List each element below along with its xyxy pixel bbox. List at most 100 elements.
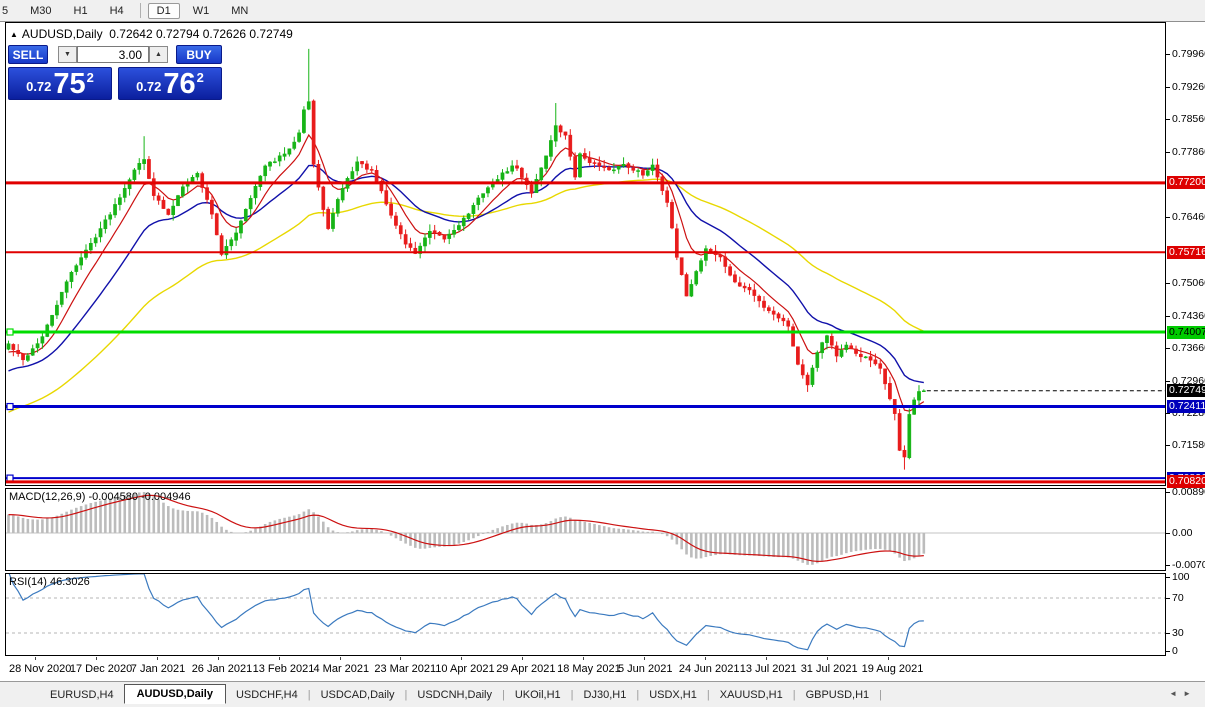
date-label: 28 Nov 2020 (9, 663, 72, 675)
horizontal-line-0.74007[interactable] (6, 328, 1165, 336)
collapse-panel-icon[interactable]: ▲ (10, 30, 18, 39)
main-chart-pane[interactable]: ▲ AUDUSD,Daily 0.72642 0.72794 0.72626 0.… (5, 22, 1166, 486)
date-tick-mark (156, 657, 158, 660)
tab-scroll-right-icon[interactable]: ► (1183, 689, 1197, 698)
sell-price-pip: 2 (86, 70, 94, 85)
chevron-down-icon: ▼ (64, 51, 71, 58)
axis-tick-mark (1166, 119, 1170, 121)
date-label: 4 Mar 2021 (313, 663, 370, 675)
price-label-0.75716: 0.75716 (1167, 245, 1205, 259)
date-label: 31 Jul 2021 (800, 663, 858, 675)
chart-tab-usdx-h1[interactable]: USDX,H1 (649, 688, 697, 701)
date-label: 10 Apr 2021 (435, 663, 495, 675)
buy-button[interactable]: BUY (176, 45, 222, 64)
date-label: 13 Feb 2021 (252, 663, 315, 675)
chart-tab-eurusd-h4[interactable]: EURUSD,H4 (50, 688, 114, 701)
tab-divider: | (792, 688, 796, 701)
chart-tab-xauusd-h1[interactable]: XAUUSD,H1 (719, 688, 783, 701)
chart-tab-audusd-daily[interactable]: AUDUSD,Daily (123, 684, 226, 704)
date-tick-mark (400, 657, 402, 660)
price-label-0.72749: 0.72749 (1167, 384, 1205, 398)
timeframe-d1[interactable]: D1 (147, 2, 180, 19)
date-label: 26 Jan 2021 (191, 663, 253, 675)
sell-button[interactable]: SELL (8, 45, 48, 64)
chart-tab-usdcnh-daily[interactable]: USDCNH,Daily (417, 688, 492, 701)
chart-tab-dj30-h1[interactable]: DJ30,H1 (583, 688, 627, 701)
volume-increase-button[interactable]: ▲ (149, 46, 168, 63)
macd-chart[interactable] (6, 489, 1165, 570)
tab-divider: | (501, 688, 505, 701)
chart-title: ▲ AUDUSD,Daily 0.72642 0.72794 0.72626 0.… (10, 27, 293, 41)
axis-tick-mark (1166, 282, 1170, 284)
date-tick-mark (278, 657, 280, 660)
timeframe-w1[interactable]: W1 (192, 4, 210, 17)
date-label: 29 Apr 2021 (496, 663, 556, 675)
chart-tab-usdcad-daily[interactable]: USDCAD,Daily (320, 688, 395, 701)
tab-divider: | (404, 688, 408, 701)
rsi-indicator-pane[interactable]: RSI(14) 46.3026 (5, 573, 1166, 656)
volume-input[interactable] (77, 46, 149, 63)
horizontal-line-0.70836[interactable] (6, 474, 1165, 482)
date-label: 19 Aug 2021 (861, 663, 924, 675)
sell-price-button[interactable]: 0.72 75 2 (8, 67, 112, 100)
tab-divider: | (636, 688, 640, 701)
date-tick-mark (522, 657, 524, 660)
chart-symbol-label: AUDUSD,Daily (21, 27, 103, 41)
timeframe-m30[interactable]: M30 (30, 4, 52, 17)
date-tick-mark (704, 657, 706, 660)
candlestick-chart[interactable] (6, 23, 1165, 485)
buy-price-button[interactable]: 0.72 76 2 (118, 67, 222, 100)
rsi-chart[interactable] (6, 574, 1165, 655)
date-label: 23 Mar 2021 (374, 663, 437, 675)
axis-tick-mark (1166, 348, 1170, 350)
axis-tick-mark (1166, 217, 1170, 219)
chart-tab-ukoil-h1[interactable]: UKOil,H1 (514, 688, 561, 701)
tab-divider: | (307, 688, 311, 701)
axis-tick-mark (1166, 565, 1170, 566)
volume-decrease-button[interactable]: ▼ (58, 46, 77, 63)
buy-price-big: 76 (163, 68, 196, 100)
tab-divider: | (706, 688, 710, 701)
chart-ohlc-values: 0.72642 0.72794 0.72626 0.72749 (109, 27, 293, 41)
macd-label: MACD(12,26,9) -0.004580 -0.004946 (9, 491, 191, 503)
price-label-0.77200: 0.77200 (1167, 176, 1205, 190)
ma-mid-line (8, 164, 924, 384)
tab-divider: | (879, 688, 882, 701)
axis-tick-mark (1166, 315, 1170, 317)
horizontal-line-0.72411[interactable] (6, 402, 1165, 411)
rsi-axis-tick: 70 (1172, 592, 1184, 604)
toolbar-separator (139, 3, 141, 18)
timeframe-mn[interactable]: MN (231, 4, 249, 17)
timeframe-h4[interactable]: H4 (109, 4, 124, 17)
axis-tick-mark (1166, 86, 1170, 88)
macd-histogram (7, 492, 926, 565)
rsi-axis-tick: 100 (1172, 571, 1190, 583)
macd-axis-tick: 0.00 (1172, 527, 1193, 539)
axis-tick-mark (1166, 54, 1170, 55)
axis-tick-mark (1166, 598, 1170, 599)
axis-tick-mark (1166, 633, 1170, 634)
timeframe-h1[interactable]: H1 (73, 4, 88, 17)
axis-tick-mark (1166, 492, 1170, 493)
buy-price-prefix: 0.72 (136, 79, 162, 94)
price-label-0.72411: 0.72411 (1167, 400, 1205, 414)
axis-tick-mark (1166, 380, 1170, 382)
date-label: 13 Jul 2021 (739, 663, 797, 675)
date-axis[interactable]: 28 Nov 2020 17 Dec 2020 7 Jan 2021 26 Jan 2… (5, 657, 1166, 680)
macd-signal-line (8, 494, 924, 562)
macd-indicator-pane[interactable]: MACD(12,26,9) -0.004580 -0.004946 (5, 488, 1166, 571)
price-label-0.70820: 0.70820 (1167, 475, 1205, 489)
axis-tick-mark (1166, 651, 1170, 652)
timeframe-5[interactable]: 5 (2, 4, 9, 17)
chart-tab-usdchf-h4[interactable]: USDCHF,H4 (235, 688, 298, 701)
axis-tick-mark (1166, 445, 1170, 447)
chart-tab-gbpusd-h1[interactable]: GBPUSD,H1 (805, 688, 870, 701)
tab-scroll-left-icon[interactable]: ◄ (1169, 689, 1184, 698)
